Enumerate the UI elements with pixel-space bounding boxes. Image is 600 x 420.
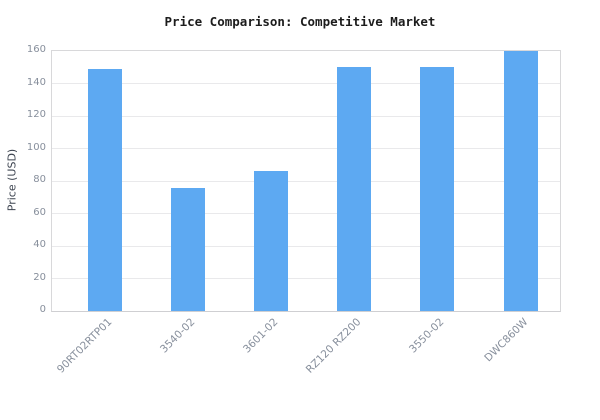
gridline-y-80: [52, 180, 560, 182]
x-tick-label-3550-02: 3550-02: [407, 316, 447, 356]
gridline-y-60: [52, 213, 560, 214]
y-tick-label-40: 40: [33, 239, 46, 250]
y-tick-label-100: 100: [26, 141, 46, 153]
x-tick-label-3540-02: 3540-02: [157, 316, 198, 356]
y-axis-tick-labels: 0 20 40 60 80 100 120 140 160: [0, 44, 46, 315]
y-tick-label-80: 80: [33, 174, 46, 185]
x-tick-label-90RT02RTP01: 90RT02RTP01: [54, 316, 114, 376]
y-tick-label-60: 60: [33, 206, 46, 218]
chart-title: Price Comparison: Competitive Market: [164, 14, 436, 29]
y-tick-label-0: 0: [39, 304, 46, 315]
bar-3540-02: [170, 187, 205, 311]
gridline-y-140: [52, 83, 560, 84]
y-tick-label-140: 140: [26, 76, 46, 88]
y-tick-label-20: 20: [33, 271, 46, 283]
gridline-y-100: [52, 148, 560, 149]
gridline-y-20: [52, 278, 560, 279]
bar-3601-02: [253, 171, 288, 311]
bar-3550-02: [420, 67, 455, 311]
bar-90RT02RTP01: [87, 68, 122, 311]
bar-RZ120 RZ200: [337, 67, 372, 311]
y-tick-label-120: 120: [26, 109, 46, 120]
gridline-y-120: [52, 115, 560, 117]
y-tick-label-160: 160: [26, 44, 46, 55]
x-tick-label-3601-02: 3601-02: [240, 316, 281, 356]
gridline-y-40: [52, 245, 560, 247]
x-tick-label-DWC860W: DWC860W: [481, 316, 530, 365]
plot-area: [51, 50, 561, 312]
bar-DWC860W: [503, 51, 538, 311]
x-tick-label-RZ120 RZ200: RZ120 RZ200: [303, 316, 364, 376]
